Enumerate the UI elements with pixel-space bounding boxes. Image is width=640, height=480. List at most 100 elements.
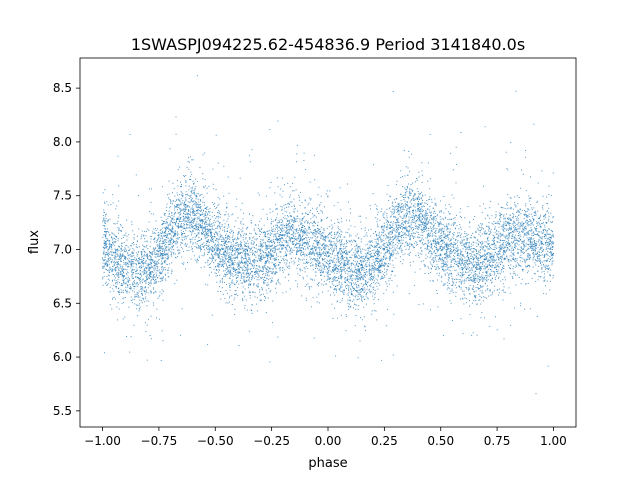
data-point: [362, 296, 364, 298]
data-point: [228, 258, 230, 260]
data-point: [118, 215, 120, 217]
data-point: [251, 240, 253, 241]
data-point: [266, 274, 268, 276]
data-point: [398, 221, 400, 223]
data-point: [212, 257, 214, 259]
data-point: [330, 240, 332, 242]
data-point: [348, 290, 350, 292]
data-point: [388, 249, 390, 251]
data-point: [520, 223, 522, 225]
data-point: [537, 270, 539, 272]
data-point: [370, 235, 372, 237]
data-point: [525, 249, 527, 251]
data-point: [325, 217, 327, 219]
data-point: [370, 252, 372, 254]
data-point: [480, 317, 482, 319]
data-point: [358, 292, 360, 294]
data-point: [551, 252, 553, 254]
data-point: [240, 229, 242, 231]
data-point: [523, 239, 525, 241]
data-point: [106, 239, 108, 241]
data-point: [214, 236, 216, 238]
data-point: [548, 239, 550, 241]
data-point: [193, 192, 195, 194]
data-point: [191, 225, 193, 227]
data-point: [279, 234, 281, 236]
data-point: [441, 281, 443, 283]
data-point: [520, 257, 522, 259]
data-point: [354, 304, 356, 306]
data-point: [192, 186, 194, 188]
data-point: [407, 211, 409, 213]
data-point: [409, 207, 411, 209]
data-point: [183, 175, 185, 177]
data-point: [521, 221, 523, 223]
data-point: [251, 291, 253, 293]
data-point: [309, 253, 311, 255]
data-point: [510, 245, 512, 247]
data-point: [205, 262, 206, 264]
data-point: [158, 259, 160, 261]
data-point: [407, 208, 409, 210]
data-point: [103, 248, 105, 250]
data-point: [438, 225, 440, 227]
data-point: [517, 223, 519, 225]
data-point: [312, 250, 314, 252]
data-point: [177, 225, 179, 227]
data-point: [149, 285, 151, 287]
data-point: [292, 236, 294, 238]
data-point: [238, 231, 240, 233]
data-point: [251, 278, 253, 280]
data-point: [360, 241, 362, 243]
data-point: [455, 163, 457, 165]
data-point: [417, 219, 419, 221]
data-point: [312, 207, 314, 209]
data-point: [485, 270, 487, 272]
data-point: [246, 249, 248, 251]
data-point: [119, 254, 121, 256]
data-point: [469, 293, 471, 295]
data-point: [431, 247, 433, 249]
data-point: [268, 251, 270, 253]
data-point: [372, 276, 374, 278]
data-point: [430, 243, 432, 245]
data-point: [395, 239, 397, 241]
data-point: [427, 256, 429, 258]
data-point: [508, 221, 510, 223]
data-point: [247, 273, 249, 275]
data-point: [429, 209, 431, 211]
data-point: [196, 181, 198, 183]
data-point: [378, 270, 380, 272]
data-point: [232, 240, 234, 242]
data-point: [322, 235, 324, 237]
data-point: [118, 249, 120, 251]
data-point: [165, 219, 167, 221]
data-point: [508, 234, 510, 236]
data-point: [145, 266, 147, 268]
data-point: [288, 265, 290, 267]
data-point: [264, 295, 266, 297]
data-point: [357, 284, 359, 286]
data-point: [184, 213, 186, 215]
data-point: [265, 297, 267, 299]
data-point: [481, 256, 483, 258]
data-point: [337, 236, 339, 238]
data-point: [294, 229, 296, 231]
data-point: [174, 231, 176, 233]
data-point: [145, 260, 147, 262]
data-point: [422, 194, 424, 196]
data-point: [165, 235, 167, 237]
data-point: [552, 215, 554, 217]
data-point: [272, 255, 274, 257]
data-point: [332, 226, 334, 228]
data-point: [341, 255, 343, 257]
data-point: [532, 244, 534, 245]
data-point: [221, 244, 223, 246]
data-point: [106, 230, 108, 232]
data-point: [332, 280, 334, 282]
data-point: [308, 202, 310, 204]
data-point: [310, 278, 312, 280]
data-point: [471, 302, 473, 304]
data-point: [336, 272, 338, 274]
data-point: [251, 251, 253, 253]
